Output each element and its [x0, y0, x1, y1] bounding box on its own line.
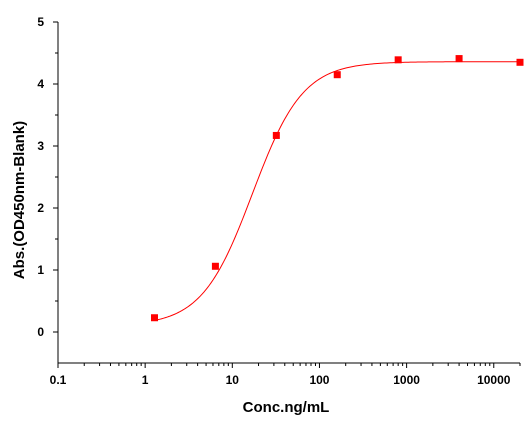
data-point	[272, 131, 280, 139]
data-point	[394, 56, 402, 64]
x-tick-label: 100	[309, 373, 329, 387]
data-point	[516, 58, 524, 66]
x-tick-label: 1	[142, 373, 149, 387]
y-axis-title: Abs.(OD450nm-Blank)	[11, 121, 28, 279]
fit-curve-group	[154, 61, 520, 321]
x-tick-label: 1000	[393, 373, 420, 387]
y-tick-label: 3	[37, 139, 44, 153]
tick-labels-group: 0 1 2 3 4 5 0.1 1 10 100 1000 10000	[37, 15, 510, 387]
x-tick-label: 0.1	[50, 373, 67, 387]
x-axis-title: Conc.ng/mL	[243, 399, 330, 416]
data-points-group	[150, 55, 524, 322]
data-point	[211, 262, 219, 270]
y-tick-label: 5	[37, 15, 44, 29]
data-point	[333, 71, 341, 79]
y-tick-label: 0	[37, 325, 44, 339]
y-tick-label: 4	[37, 77, 44, 91]
axes-group	[53, 21, 521, 368]
fit-curve-line	[154, 61, 520, 321]
data-point	[455, 55, 463, 63]
x-tick-label: 10000	[477, 373, 511, 387]
y-tick-label: 2	[37, 201, 44, 215]
data-point	[150, 314, 158, 322]
y-tick-label: 1	[37, 263, 44, 277]
x-tick-label: 10	[226, 373, 240, 387]
